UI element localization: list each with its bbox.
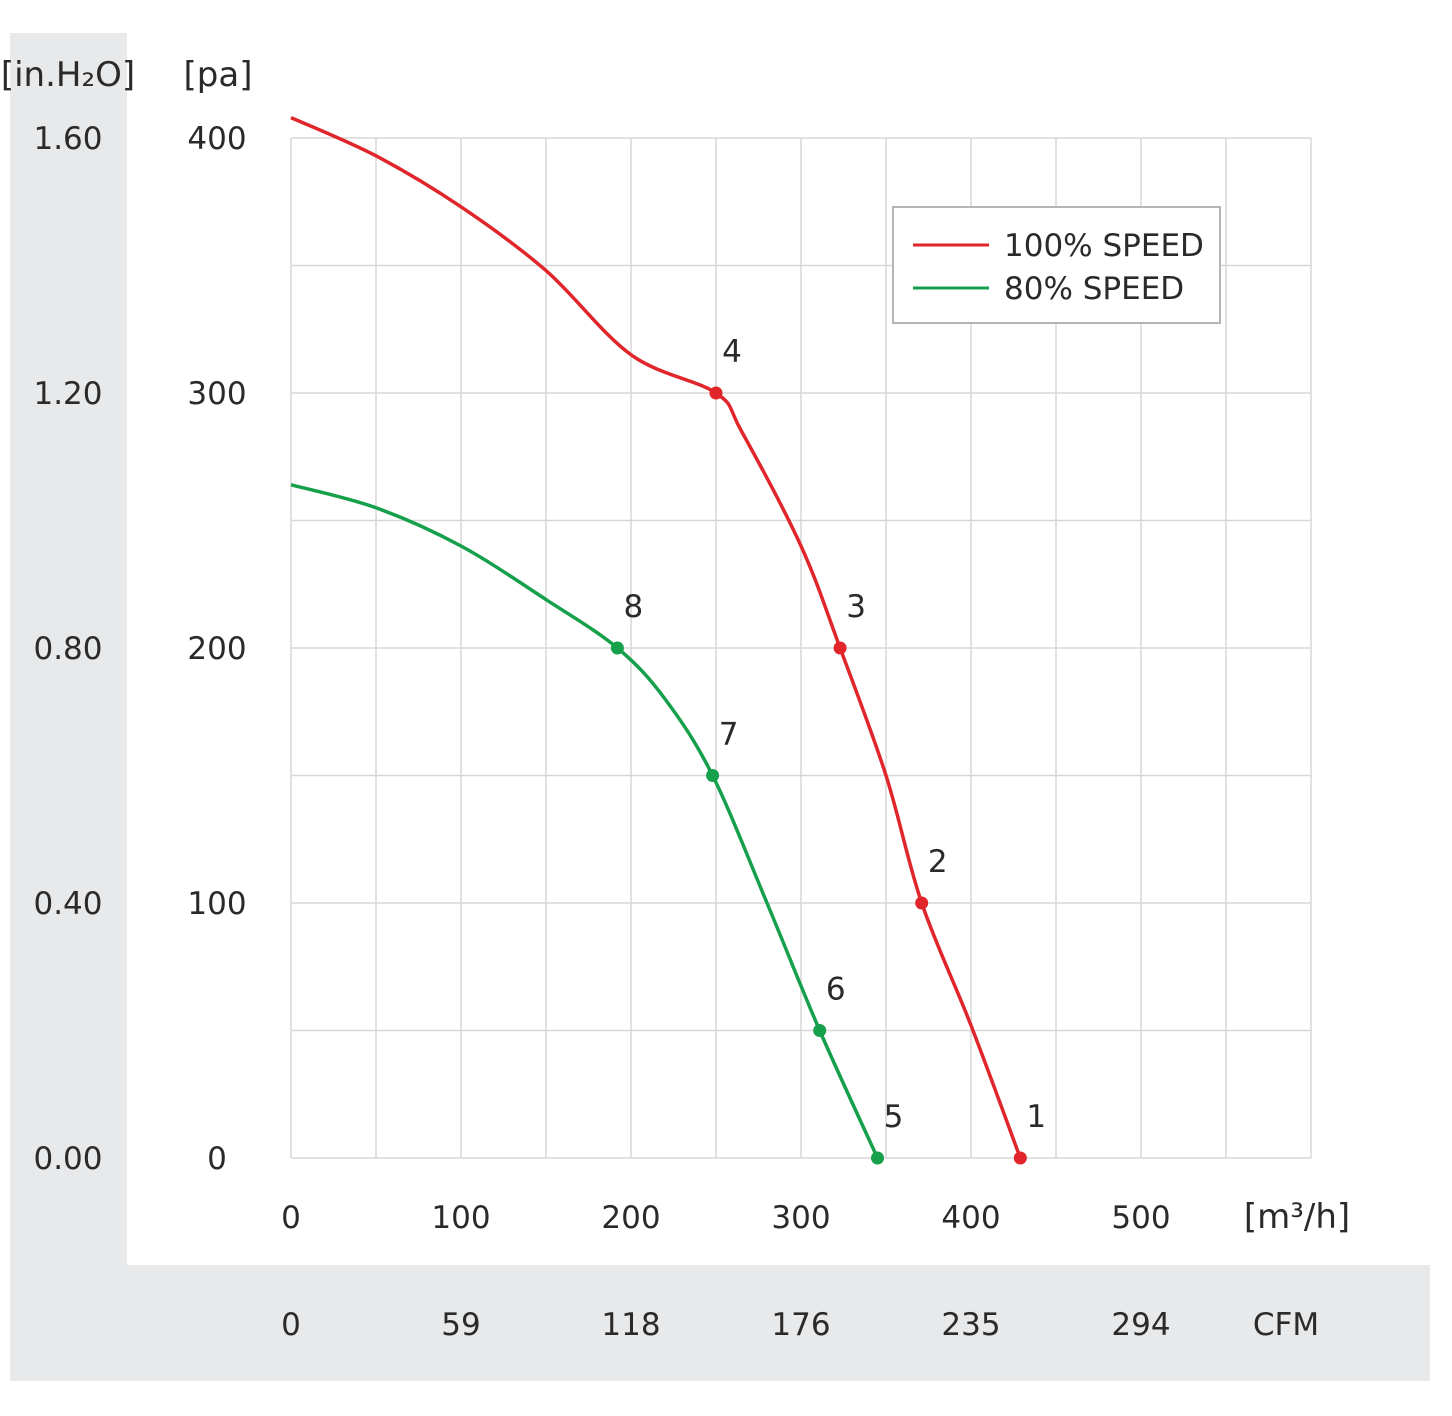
y-secondary-tick-label: 0.00 (33, 1141, 102, 1177)
x-tick-label: 400 (941, 1200, 1000, 1236)
series-line-1 (290, 483, 880, 1159)
data-point-2 (915, 896, 929, 910)
x-tick-label: 200 (601, 1200, 660, 1236)
y-secondary-tick-label: 0.40 (33, 886, 102, 922)
y-secondary-tick-label: 1.60 (33, 121, 102, 157)
series-layer: 1 2 3 4 5 6 7 8 (290, 116, 1046, 1165)
y-tick-label: 0 (207, 1141, 227, 1177)
x-secondary-tick-label: 294 (1111, 1307, 1170, 1343)
bottom-axis-band (10, 1265, 1430, 1381)
data-point-1 (1013, 1151, 1027, 1165)
axis-labels: 0 100 200 300 400 0.00 0.40 0.80 1.20 1.60 0 100 200… (33, 121, 1170, 1343)
y-tick-label: 200 (187, 631, 246, 667)
x-tick-label: 500 (1111, 1200, 1170, 1236)
x-secondary-tick-label: 0 (281, 1307, 301, 1343)
x-secondary-tick-label: 118 (601, 1307, 660, 1343)
y-unit: [pa] (184, 55, 253, 95)
x-secondary-tick-label: 176 (771, 1307, 830, 1343)
x-tick-label: 300 (771, 1200, 830, 1236)
left-axis-band (10, 33, 127, 1381)
data-point-label-7: 7 (719, 717, 739, 753)
data-point-3 (833, 641, 847, 655)
data-point-5 (871, 1151, 884, 1165)
y-secondary-tick-label: 0.80 (33, 631, 102, 667)
x-tick-label: 0 (281, 1200, 301, 1236)
data-point-7 (706, 769, 720, 782)
data-point-label-8: 8 (624, 589, 644, 625)
y-secondary-tick-label: 1.20 (33, 376, 102, 412)
y-tick-label: 400 (187, 121, 246, 157)
data-point-label-5: 5 (884, 1099, 904, 1135)
series-line-0 (290, 116, 1022, 1159)
legend-label-100-speed: 100% SPEED (1004, 228, 1204, 264)
data-point-label-4: 4 (722, 334, 742, 370)
legend: 100% SPEED 80% SPEED (892, 206, 1221, 324)
data-point-label-6: 6 (826, 972, 846, 1008)
y-secondary-unit: [in.H₂O] (1, 55, 135, 95)
x-unit: [m³/h] (1244, 1197, 1350, 1237)
data-point-label-2: 2 (928, 844, 948, 880)
x-secondary-unit: CFM (1253, 1307, 1319, 1343)
x-secondary-tick-label: 235 (941, 1307, 1000, 1343)
legend-label-80-speed: 80% SPEED (1004, 271, 1184, 307)
x-secondary-tick-label: 59 (441, 1307, 480, 1343)
data-point-label-1: 1 (1026, 1099, 1046, 1135)
x-tick-label: 100 (431, 1200, 490, 1236)
data-point-6 (813, 1024, 827, 1037)
data-point-label-3: 3 (846, 589, 866, 625)
y-tick-label: 300 (187, 376, 246, 412)
legend-box (892, 206, 1221, 324)
data-point-4 (709, 386, 723, 400)
data-point-8 (610, 641, 624, 655)
y-tick-label: 100 (187, 886, 246, 922)
